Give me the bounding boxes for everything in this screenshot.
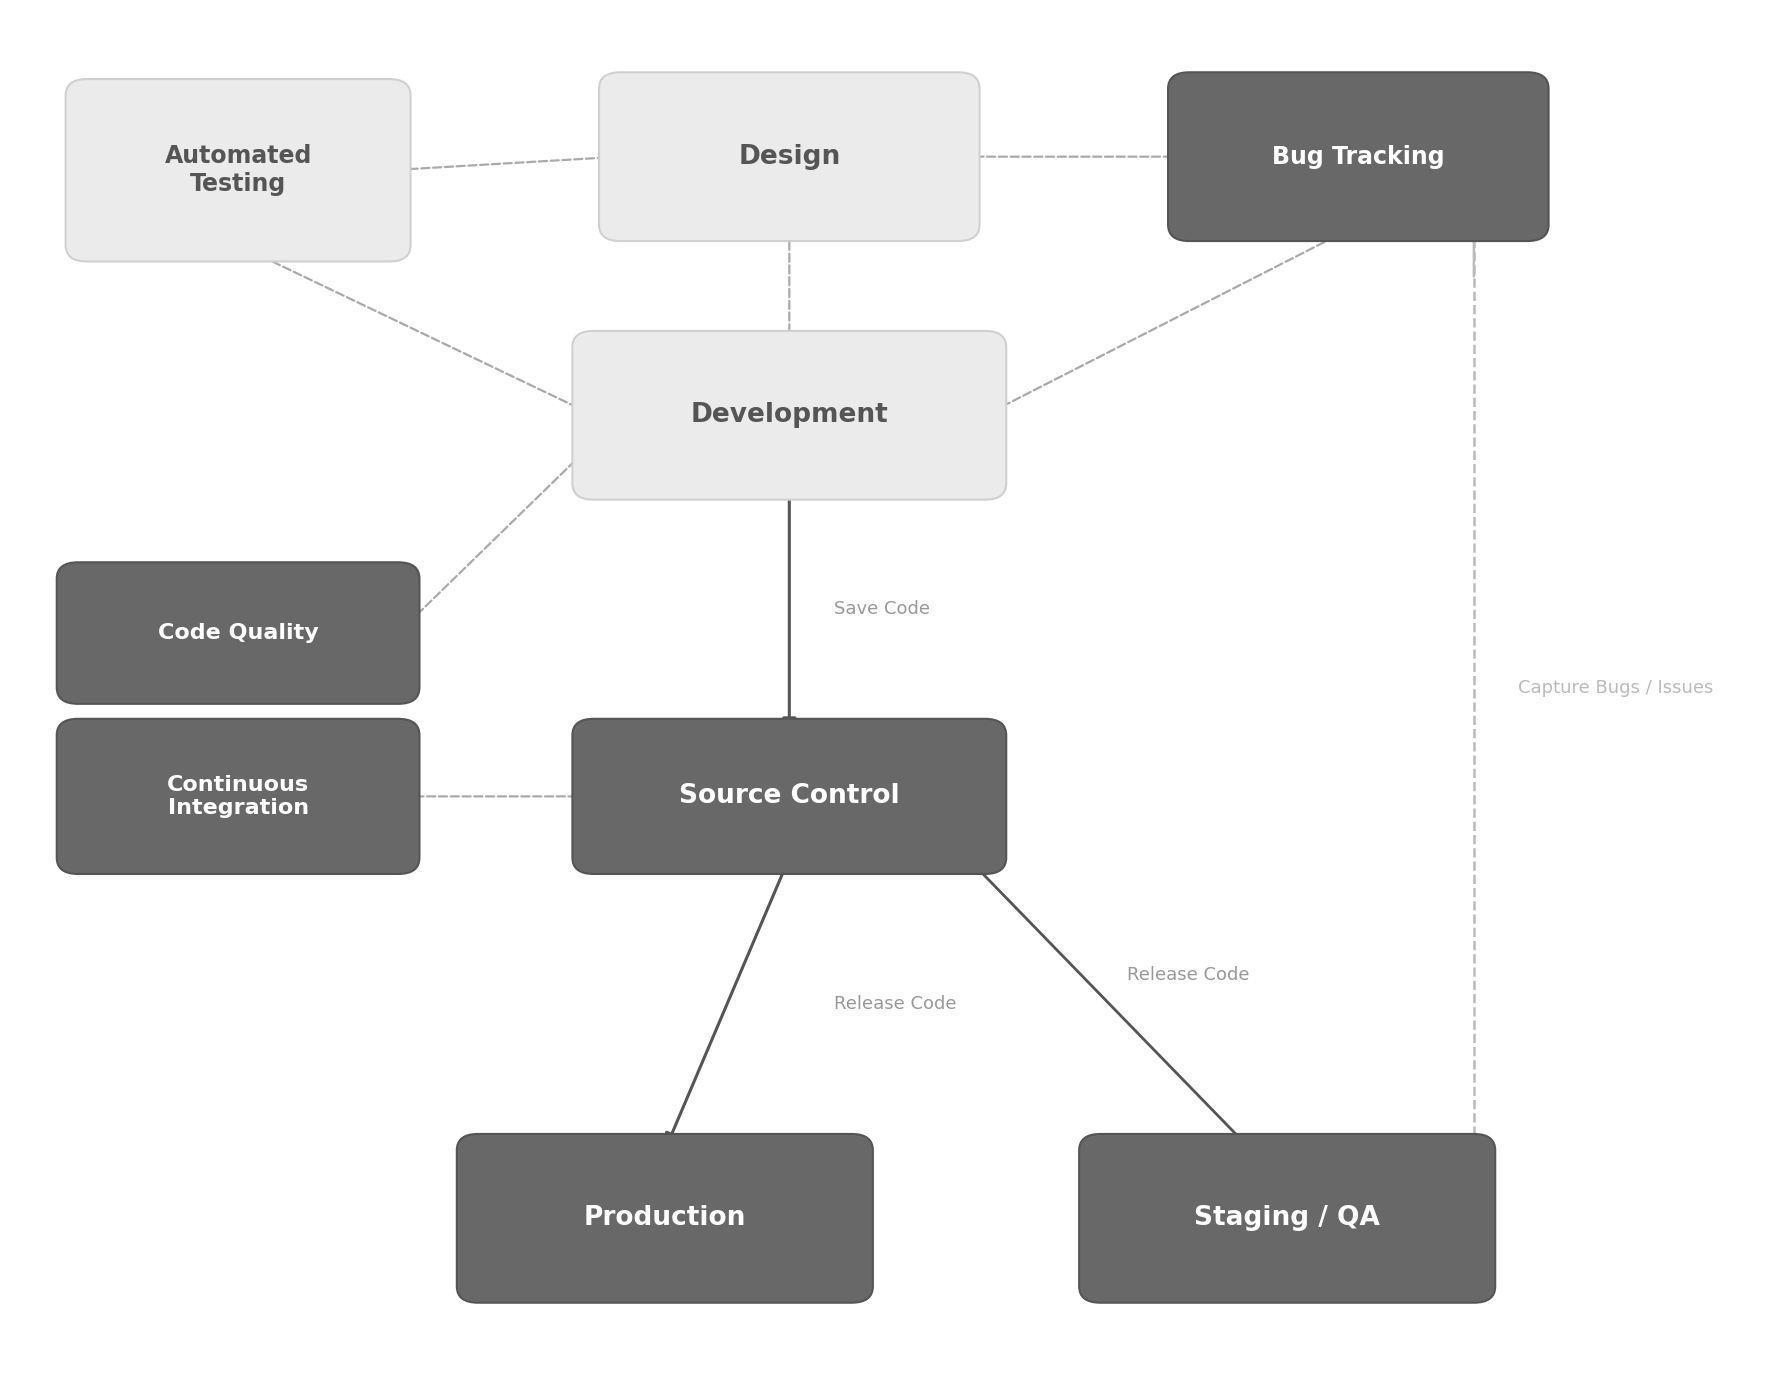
Text: Production: Production xyxy=(584,1206,745,1232)
FancyBboxPatch shape xyxy=(572,331,1007,499)
Text: Source Control: Source Control xyxy=(679,784,900,810)
FancyBboxPatch shape xyxy=(599,73,980,241)
FancyBboxPatch shape xyxy=(66,80,410,261)
FancyBboxPatch shape xyxy=(57,562,419,704)
FancyBboxPatch shape xyxy=(572,719,1007,874)
FancyBboxPatch shape xyxy=(457,1134,873,1302)
FancyBboxPatch shape xyxy=(1168,73,1548,241)
Text: Development: Development xyxy=(690,403,889,428)
Text: Save Code: Save Code xyxy=(833,601,930,619)
Text: Code Quality: Code Quality xyxy=(158,623,319,644)
Text: Continuous
Integration: Continuous Integration xyxy=(167,774,310,818)
Text: Design: Design xyxy=(738,143,840,169)
Text: Release Code: Release Code xyxy=(1127,965,1249,983)
Text: Release Code: Release Code xyxy=(833,996,957,1013)
Text: Automated
Testing: Automated Testing xyxy=(165,144,312,197)
FancyBboxPatch shape xyxy=(57,719,419,874)
Text: Capture Bugs / Issues: Capture Bugs / Issues xyxy=(1518,678,1713,697)
FancyBboxPatch shape xyxy=(1079,1134,1495,1302)
Text: Bug Tracking: Bug Tracking xyxy=(1272,144,1444,169)
Text: Staging / QA: Staging / QA xyxy=(1193,1206,1380,1232)
